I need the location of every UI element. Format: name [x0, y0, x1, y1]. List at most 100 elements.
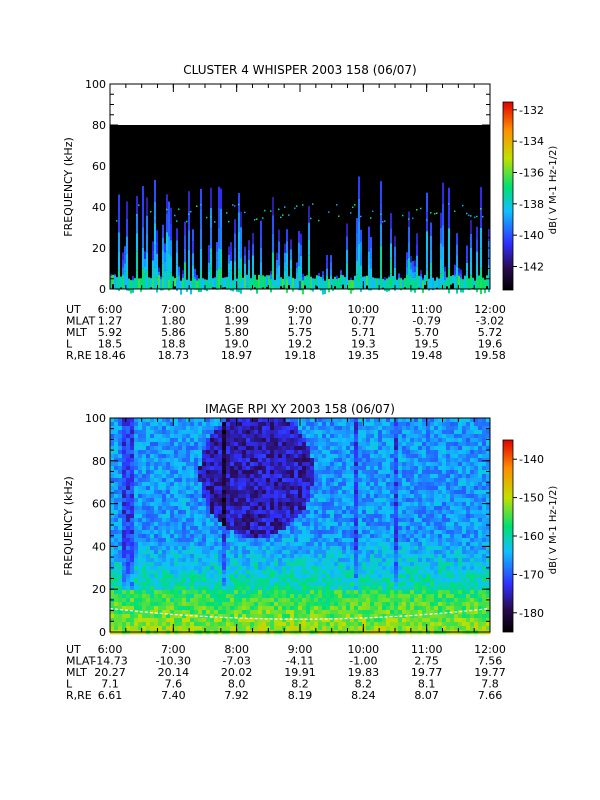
emission-streak [216, 251, 218, 261]
spectrogram-cell [214, 466, 219, 471]
spectrogram-cell [186, 626, 191, 631]
emission-streak [308, 255, 310, 273]
spectrogram-cell [230, 514, 235, 519]
spectrogram-cell [186, 550, 191, 555]
spectrogram-cell [118, 598, 123, 603]
spectrogram-cell [158, 570, 163, 575]
spectrogram-cell [258, 554, 263, 559]
spectrogram-cell [170, 430, 175, 435]
spectrogram-cell [114, 566, 119, 571]
spectrogram-cell [158, 590, 163, 595]
emission-streak [234, 219, 236, 234]
emission-streak [460, 273, 462, 278]
emission-streak [238, 193, 240, 213]
spectrogram-cell [174, 474, 179, 479]
spectrogram-cell [394, 574, 399, 579]
spectrogram-cell [370, 526, 375, 531]
emission-streak [440, 212, 442, 228]
spectrogram-cell [270, 546, 275, 551]
spectrogram-cell [402, 554, 407, 559]
emission-streak [456, 244, 458, 256]
spectrogram-cell [270, 550, 275, 555]
spectrogram-cell [130, 586, 135, 591]
spectrogram-cell [358, 622, 363, 627]
spectrogram-cell [242, 594, 247, 599]
spectrogram-cell [290, 494, 295, 499]
spectrogram-cell [382, 618, 387, 623]
spectrogram-cell [274, 458, 279, 463]
spectrogram-cell [394, 570, 399, 575]
spectrogram-cell [178, 570, 183, 575]
emission-streak [114, 273, 116, 277]
low-band-cell [232, 280, 234, 292]
emission-streak [228, 246, 230, 255]
spectrogram-cell [254, 622, 259, 627]
spectrogram-cell [114, 482, 119, 487]
spectrogram-cell [170, 522, 175, 527]
spectrogram-cell [114, 534, 119, 539]
spectrogram-cell [230, 570, 235, 575]
low-band-cell [384, 280, 386, 291]
spectrogram-cell [158, 622, 163, 627]
spectrogram-cell [238, 442, 243, 447]
spectrogram-cell [134, 482, 139, 487]
emission-streak [230, 270, 232, 280]
spectrogram-cell [130, 450, 135, 455]
spectrogram-cell [310, 578, 315, 583]
spectrogram-cell [286, 442, 291, 447]
low-band-cell [212, 278, 214, 288]
spectrogram-cell [402, 610, 407, 615]
spectrogram-cell [302, 586, 307, 591]
ephemeris-value: 10:00 [347, 303, 379, 316]
spectrogram-cell [314, 554, 319, 559]
spectrogram-cell [262, 618, 267, 623]
spectrogram-cell [278, 618, 283, 623]
spectrogram-cell [130, 498, 135, 503]
spectrogram-cell [114, 430, 119, 435]
spectrogram-cell [306, 470, 311, 475]
spectrogram-cell [114, 570, 119, 575]
spectrogram-cell [134, 562, 139, 567]
spectrogram-cell [154, 570, 159, 575]
spectrogram-cell [294, 622, 299, 627]
spectrogram-cell [310, 478, 315, 483]
low-band-cell [342, 275, 344, 285]
spectrogram-cell [206, 594, 211, 599]
spectrogram-cell [342, 470, 347, 475]
emission-streak [398, 273, 400, 277]
spectrogram-cell [114, 494, 119, 499]
spectrogram-cell [266, 518, 271, 523]
spectrogram-cell [338, 458, 343, 463]
emission-streak [326, 254, 328, 262]
spectrogram-cell [386, 550, 391, 555]
spectrogram-cell [362, 590, 367, 595]
spectrogram-cell [130, 494, 135, 499]
spectrogram-cell [130, 466, 135, 471]
ephemeris-value: 6:00 [98, 303, 123, 316]
spectrogram-cell [314, 514, 319, 519]
spectrogram-cell [134, 610, 139, 615]
spectrogram-cell [174, 470, 179, 475]
spectrogram-cell [274, 614, 279, 619]
spectrogram-cell [318, 442, 323, 447]
emission-streak [298, 242, 300, 255]
spectrogram-cell [266, 450, 271, 455]
spectrogram-cell [402, 502, 407, 507]
spectrogram-cell [226, 518, 231, 523]
spectrogram-cell [394, 466, 399, 471]
spectrogram-cell [174, 482, 179, 487]
spectrogram-cell [206, 438, 211, 443]
spectrogram-cell [358, 466, 363, 471]
spectrogram-cell [230, 562, 235, 567]
spectrogram-cell [322, 494, 327, 499]
spectrogram-cell [178, 438, 183, 443]
ephemeris-value: 5.71 [351, 326, 376, 339]
spectrogram-cell [118, 446, 123, 451]
spectrogram-cell [126, 458, 131, 463]
spectrogram-cell [134, 542, 139, 547]
spectrogram-cell [250, 498, 255, 503]
spectrogram-cell [274, 570, 279, 575]
spectrogram-cell [298, 558, 303, 563]
spectrogram-cell [158, 506, 163, 511]
spectrogram-cell [314, 606, 319, 611]
